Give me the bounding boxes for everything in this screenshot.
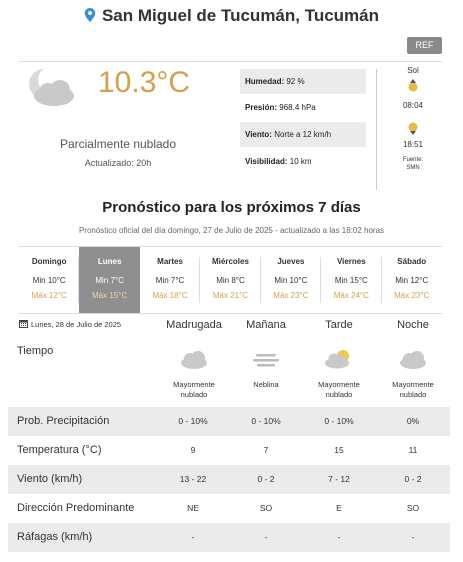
sunset-icon xyxy=(408,122,418,135)
divider xyxy=(19,61,442,62)
table-row: Temperatura (°C) 9 7 15 11 xyxy=(17,444,418,456)
col-madrugada: Madrugada xyxy=(166,319,222,331)
tiempo-noche: Mayormente nublado xyxy=(383,348,443,400)
partly-cloudy-night-icon xyxy=(29,67,74,106)
sun-title: Sol xyxy=(407,66,419,75)
tiempo-label: Tiempo xyxy=(17,345,54,357)
location-name: San Miguel de Tucumán, Tucumán xyxy=(101,6,380,25)
col-noche: Noche xyxy=(397,319,429,331)
day-tab-miercoles[interactable]: Miércoles Min 8°C Máx 21°C xyxy=(200,247,261,313)
col-manana: Mañana xyxy=(246,319,286,331)
source-name: SMN xyxy=(406,165,420,171)
day-tab-martes[interactable]: Martes Min 7°C Máx 18°C xyxy=(140,247,201,313)
divider xyxy=(376,69,377,190)
tiempo-manana: Neblina xyxy=(236,348,296,390)
forecast-subtitle: Pronóstico oficial del día domingo, 27 d… xyxy=(78,226,385,235)
col-tarde: Tarde xyxy=(325,319,353,331)
sunrise-icon xyxy=(408,79,418,92)
location-pin-icon xyxy=(84,8,96,22)
source-label: Fuente: xyxy=(402,157,424,163)
tiempo-madrugada: Mayormente nublado xyxy=(164,348,224,400)
day-tab-jueves[interactable]: Jueves Min 10°C Máx 23°C xyxy=(261,247,322,313)
sunset-time: 18:51 xyxy=(402,140,424,149)
day-tab-lunes[interactable]: Lunes Min 7°C Máx 15°C xyxy=(79,247,140,313)
detail-date: Lunes, 28 de Julio de 2025 xyxy=(19,319,121,329)
forecast-title: Pronóstico para los próximos 7 días xyxy=(102,199,361,216)
table-row: Prob. Precipitación 0 - 10% 0 - 10% 0 - … xyxy=(8,407,450,436)
stat-humidity: Humedad: 92 % xyxy=(240,69,366,94)
table-row: Dirección Predominante NE SO E SO xyxy=(17,502,420,514)
day-tab-sabado[interactable]: Sábado Min 12°C Máx 23°C xyxy=(394,257,430,300)
stat-wind: Viento: Norte a 12 km/h xyxy=(240,122,366,147)
day-tab-domingo[interactable]: Domingo Min 10°C Máx 12°C xyxy=(19,247,80,313)
cloudy-icon xyxy=(181,351,207,369)
ref-button[interactable]: REF xyxy=(407,37,442,54)
table-row: Ráfagas (km/h) - - - - xyxy=(8,523,450,552)
cloudy-icon xyxy=(400,351,426,369)
current-condition: Parcialmente nublado xyxy=(59,137,177,151)
current-temperature: 10.3°C xyxy=(98,66,191,99)
location-title: San Miguel de Tucumán, Tucumán xyxy=(0,6,463,26)
updated-time: Actualizado: 20h xyxy=(84,158,152,168)
calendar-icon xyxy=(19,320,28,328)
fog-icon xyxy=(253,354,279,367)
day-tab-viernes[interactable]: Viernes Min 15°C Máx 24°C xyxy=(321,247,382,313)
stat-visibility: Visibilidad: 10 km xyxy=(245,157,312,166)
days-strip: Domingo Min 10°C Máx 12°C Lunes Min 7°C Máx … xyxy=(19,246,442,314)
table-row: Viento (km/h) 13 - 22 0 - 2 7 - 12 0 - 2 xyxy=(8,465,450,494)
partly-sunny-icon xyxy=(325,350,349,369)
sunrise-time: 08:04 xyxy=(402,101,424,110)
stat-pressure: Presión: 968.4 hPa xyxy=(245,103,316,112)
tiempo-tarde: Mayormente nublado xyxy=(309,348,369,400)
